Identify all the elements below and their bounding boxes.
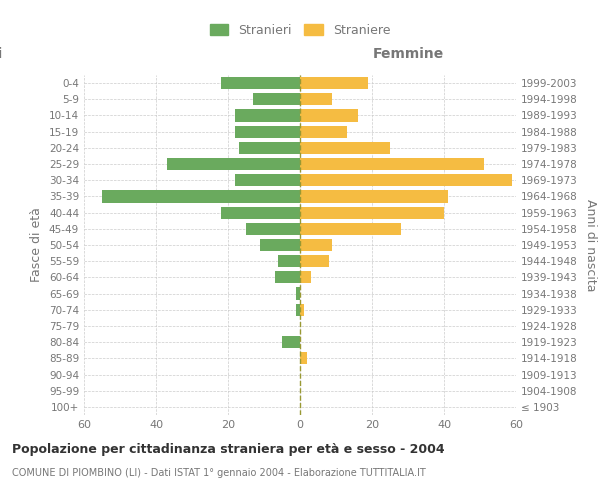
Bar [300, 190, 448, 202]
Bar [300, 222, 401, 235]
Bar [239, 142, 300, 154]
Bar [300, 352, 307, 364]
Bar [235, 110, 300, 122]
Bar [300, 126, 347, 138]
Text: Maschi: Maschi [0, 48, 3, 62]
Legend: Stranieri, Straniere: Stranieri, Straniere [206, 20, 394, 40]
Bar [221, 206, 300, 218]
Bar [221, 77, 300, 89]
Bar [260, 239, 300, 251]
Bar [300, 110, 358, 122]
Bar [296, 288, 300, 300]
Bar [300, 206, 444, 218]
Bar [300, 304, 304, 316]
Bar [300, 174, 512, 186]
Bar [275, 272, 300, 283]
Bar [282, 336, 300, 348]
Text: Popolazione per cittadinanza straniera per età e sesso - 2004: Popolazione per cittadinanza straniera p… [12, 442, 445, 456]
Bar [300, 93, 332, 106]
Bar [102, 190, 300, 202]
Text: Femmine: Femmine [373, 48, 443, 62]
Bar [300, 272, 311, 283]
Bar [235, 174, 300, 186]
Bar [300, 239, 332, 251]
Text: COMUNE DI PIOMBINO (LI) - Dati ISTAT 1° gennaio 2004 - Elaborazione TUTTITALIA.I: COMUNE DI PIOMBINO (LI) - Dati ISTAT 1° … [12, 468, 426, 477]
Bar [246, 222, 300, 235]
Bar [167, 158, 300, 170]
Y-axis label: Anni di nascita: Anni di nascita [584, 198, 597, 291]
Bar [278, 255, 300, 268]
Bar [253, 93, 300, 106]
Bar [300, 142, 390, 154]
Bar [296, 304, 300, 316]
Bar [300, 77, 368, 89]
Y-axis label: Fasce di età: Fasce di età [31, 208, 43, 282]
Bar [235, 126, 300, 138]
Bar [300, 255, 329, 268]
Bar [300, 158, 484, 170]
